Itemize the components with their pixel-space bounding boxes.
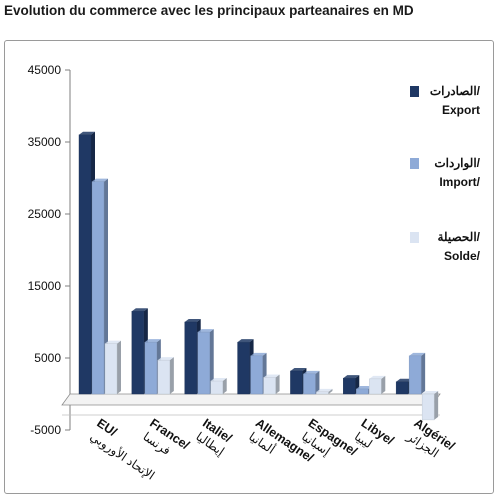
bar-solde	[316, 388, 333, 395]
legend-item-import: الواردات/Import/	[410, 156, 481, 189]
bar-import	[303, 370, 320, 395]
bar-side	[328, 388, 333, 394]
bar-side	[421, 352, 426, 394]
bar-top	[263, 374, 280, 378]
bar-front	[157, 359, 171, 395]
bar-side	[104, 178, 108, 394]
bar-front	[210, 380, 223, 395]
bar-front	[303, 373, 316, 395]
bar-front	[421, 393, 435, 421]
bar-front	[250, 355, 263, 395]
bar-front	[184, 321, 197, 395]
bar-front	[343, 377, 356, 395]
legend-swatch	[410, 86, 419, 97]
bar-solde	[157, 357, 174, 395]
y-tick-label: 25000	[28, 207, 62, 221]
bar-front	[316, 391, 329, 395]
bar-top	[303, 370, 320, 374]
bar-front	[369, 378, 382, 395]
bar-import	[91, 178, 108, 395]
bar-side	[275, 374, 280, 394]
legend-item-export: الصادرات/Export	[410, 84, 481, 117]
bar-import	[408, 352, 426, 395]
bar-top	[92, 178, 108, 182]
category-label: France/فرنسا	[140, 416, 192, 458]
bar-top	[409, 352, 426, 356]
floor-plane	[61, 393, 441, 406]
bar-top	[157, 357, 174, 361]
legend: الصادرات/Export الواردات/Import/الحصيلة/S…	[410, 84, 481, 263]
bars	[78, 131, 439, 421]
bar-export	[343, 375, 360, 395]
bar-top	[105, 340, 121, 344]
bar-top	[210, 378, 227, 382]
bar-front	[144, 341, 158, 395]
bar-top	[316, 388, 333, 392]
bar-top	[250, 352, 267, 356]
bar-solde	[369, 375, 386, 395]
bar-front	[263, 377, 276, 395]
bar-top	[237, 339, 254, 343]
bar-front	[237, 341, 250, 395]
category-label: Algérie/الجزائر	[404, 416, 458, 461]
bar-side	[209, 329, 214, 394]
bar-top	[184, 319, 201, 322]
bar-front	[131, 311, 145, 395]
category-label: Espagne/إسبانيا	[298, 416, 360, 459]
bar-solde	[104, 340, 121, 395]
bar-front	[356, 388, 369, 395]
bar-side	[381, 375, 386, 394]
chart-floor	[61, 393, 441, 416]
bar-import	[197, 329, 214, 395]
y-axis: 45000 35000 25000 15000 5000 -5000	[28, 63, 71, 437]
legend-swatch	[410, 232, 419, 243]
bar-side	[117, 340, 121, 394]
chart-title: Evolution du commerce avec les principau…	[4, 3, 414, 18]
bar-front	[78, 134, 92, 395]
bar-front	[395, 381, 409, 395]
y-tick-label: 45000	[28, 63, 62, 77]
bar-side	[169, 357, 174, 394]
bar-front	[104, 343, 118, 395]
bar-front	[290, 370, 303, 395]
bar-top	[356, 385, 373, 389]
y-tick-label: 35000	[28, 135, 62, 149]
y-tick-label: -5000	[30, 423, 61, 437]
legend-label: Solde/	[444, 249, 481, 263]
category-label: Libye/ليبيا	[352, 416, 397, 451]
legend-label-ar: الواردات/	[434, 156, 480, 171]
legend-label-ar: الصادرات/	[430, 84, 481, 99]
y-tick-label: 15000	[28, 279, 62, 293]
bar-solde	[263, 374, 280, 395]
bar-top	[396, 378, 413, 382]
legend-label: Export	[442, 103, 480, 117]
bar-top	[144, 339, 161, 343]
legend-swatch	[410, 158, 419, 169]
category-label: Allemagne/ألمانيا	[246, 416, 316, 465]
category-label: Italie/إيطاليا	[193, 416, 235, 459]
bar-top	[131, 308, 148, 312]
legend-label-ar: الحصيلة/	[437, 230, 480, 244]
bar-front	[408, 355, 422, 395]
bar-top	[197, 329, 214, 333]
bar-top	[343, 375, 360, 379]
bar-top	[79, 131, 95, 135]
bar-top	[290, 367, 307, 371]
chart-frame	[4, 40, 494, 494]
bar-side	[222, 378, 227, 394]
legend-label: Import/	[439, 175, 480, 189]
bar-front	[91, 181, 105, 395]
bar-solde	[210, 378, 227, 395]
legend-item-solde: الحصيلة/Solde/	[410, 230, 481, 263]
bar-solde	[421, 391, 439, 421]
bar-side	[315, 370, 320, 394]
y-tick-label: 5000	[34, 351, 61, 365]
bar-top	[422, 391, 439, 394]
bar-top	[369, 375, 386, 379]
bar-side	[434, 391, 439, 420]
bar-front	[197, 331, 210, 395]
